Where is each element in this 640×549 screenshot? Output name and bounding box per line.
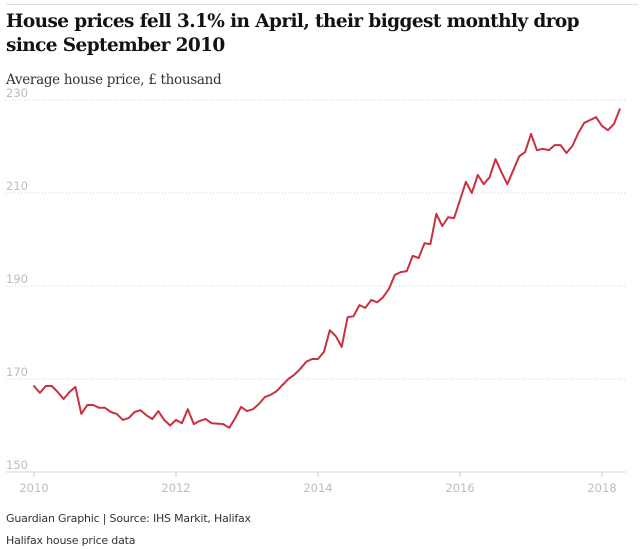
top-rule <box>6 4 638 5</box>
grid-layer: 150 170 190 210 230 <box>6 86 626 472</box>
x-tick-label: 2014 <box>303 481 332 495</box>
source-credit: Guardian Graphic | Source: IHS Markit, H… <box>6 512 251 525</box>
series-line-house-price <box>33 108 621 429</box>
y-tick-label: 190 <box>6 272 28 286</box>
line-chart: 150 170 190 210 230 2010 2012 2014 2016 2018 <box>6 86 626 495</box>
chart-title: House prices fell 3.1% in April, their b… <box>6 11 580 56</box>
x-tick-label: 2010 <box>19 481 48 495</box>
x-tick-label: 2018 <box>587 481 616 495</box>
chart-subtitle: Average house price, £ thousand <box>6 72 222 88</box>
y-tick-label: 210 <box>6 179 28 193</box>
y-tick-label: 150 <box>6 458 28 472</box>
x-tick-label: 2016 <box>445 481 474 495</box>
data-note: Halifax house price data <box>6 534 136 547</box>
x-axis: 2010 2012 2014 2016 2018 <box>6 471 626 495</box>
series-layer <box>33 108 621 429</box>
x-tick-label: 2012 <box>161 481 190 495</box>
y-tick-label: 170 <box>6 365 28 379</box>
y-tick-label: 230 <box>6 86 28 100</box>
